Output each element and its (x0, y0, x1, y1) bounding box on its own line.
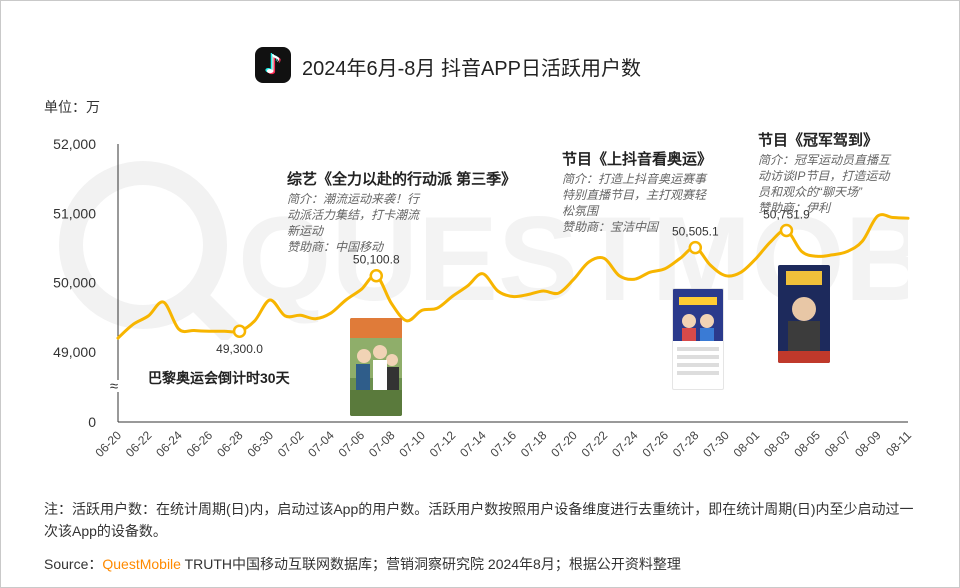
data-point-label: 50,751.9 (763, 208, 810, 222)
champion-program-annotation: 节目《冠军驾到》 简介：冠军运动员直播互 动访谈IP节目，打造运动 员和观众的“… (758, 133, 890, 216)
x-tick-label: 06-22 (123, 428, 155, 460)
data-point-marker (688, 240, 703, 255)
variety-show-title: 综艺《全力以赴的行动派 第三季》 (287, 171, 517, 188)
x-tick-label: 08-01 (731, 428, 763, 460)
x-tick-label: 07-08 (366, 428, 398, 460)
x-tick-label: 07-06 (336, 428, 368, 460)
variety-show-annotation: 综艺《全力以赴的行动派 第三季》 简介：潮流运动来袭！行 动派活力集结，打卡潮流… (287, 172, 516, 255)
x-tick-label: 08-09 (852, 428, 884, 460)
champion-program-line: 员和观众的“聊天场” (758, 185, 862, 199)
x-tick-label: 07-10 (396, 428, 428, 460)
tiktok-logo-icon: ♪ (255, 47, 291, 83)
data-labels: 49,300.0 50,100.8 50,505.1 50,751.9 (216, 208, 810, 357)
data-point-label: 49,300.0 (216, 342, 263, 356)
variety-show-sponsor: 赞助商：中国移动 (287, 240, 384, 254)
champion-program-thumbnail (778, 265, 830, 363)
champion-program-line: 动访谈IP节目，打造运动 (758, 169, 890, 183)
variety-show-line: 动派活力集结，打卡潮流 (287, 208, 420, 222)
champion-program-sponsor: 赞助商：伊利 (758, 201, 831, 215)
x-tick-label: 08-05 (791, 428, 823, 460)
champion-program-title: 节目《冠军驾到》 (758, 132, 879, 149)
source-line: Source：QuestMobile TRUTH中国移动互联网数据库；营销洞察研… (44, 554, 681, 574)
y-tick-label: 51,000 (53, 205, 96, 221)
olympics-program-title: 节目《上抖音看奥运》 (562, 151, 713, 168)
y-axis-unit: 单位：万 (44, 99, 100, 115)
series-line-group (116, 213, 910, 340)
olympics-program-annotation: 节目《上抖音看奥运》 简介：打造上抖音奥运赛事 特别直播节目，主打观赛轻 松氛围… (562, 152, 712, 235)
olympics-program-line: 松氛围 (562, 204, 599, 218)
y-tick-label: 52,000 (53, 136, 96, 152)
x-axis: 06-2006-2206-2406-2606-2806-3007-0207-04… (93, 421, 914, 460)
x-tick-label: 07-20 (548, 428, 580, 460)
x-tick-label: 06-24 (153, 428, 185, 460)
x-tick-label: 07-04 (305, 428, 337, 460)
x-tick-label: 07-12 (427, 428, 459, 460)
x-tick-label: 08-07 (822, 428, 854, 460)
olympics-program-line: 特别直播节目，主打观赛轻 (562, 188, 707, 202)
data-point-marker (369, 268, 384, 283)
source-prefix: Source： (44, 556, 103, 572)
x-tick-label: 08-11 (883, 428, 914, 459)
variety-show-line: 新运动 (287, 224, 324, 238)
x-tick-label: 07-24 (609, 428, 641, 460)
x-tick-label: 07-02 (275, 428, 307, 460)
footnote: 注：活跃用户数：在统计周期(日)内，启动过该App的用户数。活跃用户数按照用户设… (44, 501, 914, 539)
y-tick-label: 49,000 (53, 344, 96, 360)
x-tick-label: 07-28 (670, 428, 702, 460)
x-tick-label: 07-26 (639, 428, 671, 460)
x-tick-label: 07-22 (579, 428, 611, 460)
series-line-dau (116, 213, 910, 340)
x-tick-label: 08-03 (761, 428, 793, 460)
olympics-program-sponsor: 赞助商：宝洁中国 (562, 220, 659, 234)
source-rest: TRUTH中国移动互联网数据库；营销洞察研究院 2024年8月；根据公开资料整理 (180, 556, 681, 572)
x-tick-label: 07-30 (700, 428, 732, 460)
source-brand: QuestMobile (102, 556, 181, 572)
x-tick-label: 06-26 (184, 428, 216, 460)
champion-program-line: 简介：冠军运动员直播互 (758, 153, 891, 167)
y-axis: ≈52,000 51,000 50,000 49,000 0 (53, 136, 119, 430)
variety-show-line: 简介：潮流运动来袭！行 (287, 192, 420, 206)
x-tick-label: 07-14 (457, 428, 489, 460)
variety-show-thumbnail (350, 318, 402, 416)
x-tick-label: 07-16 (488, 428, 520, 460)
axis-break-mark: ≈ (110, 378, 118, 395)
data-point-marker (232, 324, 247, 338)
countdown-annotation: 巴黎奥运会倒计时30天 (148, 370, 290, 386)
x-tick-label: 06-28 (214, 428, 246, 460)
olympics-program-thumbnail (672, 288, 724, 390)
y-tick-label: 0 (88, 414, 96, 430)
chart-title: 2024年6月-8月 抖音APP日活跃用户数 (302, 58, 641, 80)
x-tick-label: 06-30 (244, 428, 276, 460)
data-point-label: 50,100.8 (353, 253, 400, 267)
x-tick-label: 07-18 (518, 428, 550, 460)
y-tick-label: 50,000 (53, 275, 96, 291)
x-tick-label: 06-20 (93, 428, 125, 460)
olympics-program-line: 简介：打造上抖音奥运赛事 (562, 172, 707, 186)
data-point-label: 50,505.1 (672, 225, 719, 239)
data-point-marker (779, 223, 794, 238)
tiktok-note-glyph: ♪ (264, 50, 282, 80)
